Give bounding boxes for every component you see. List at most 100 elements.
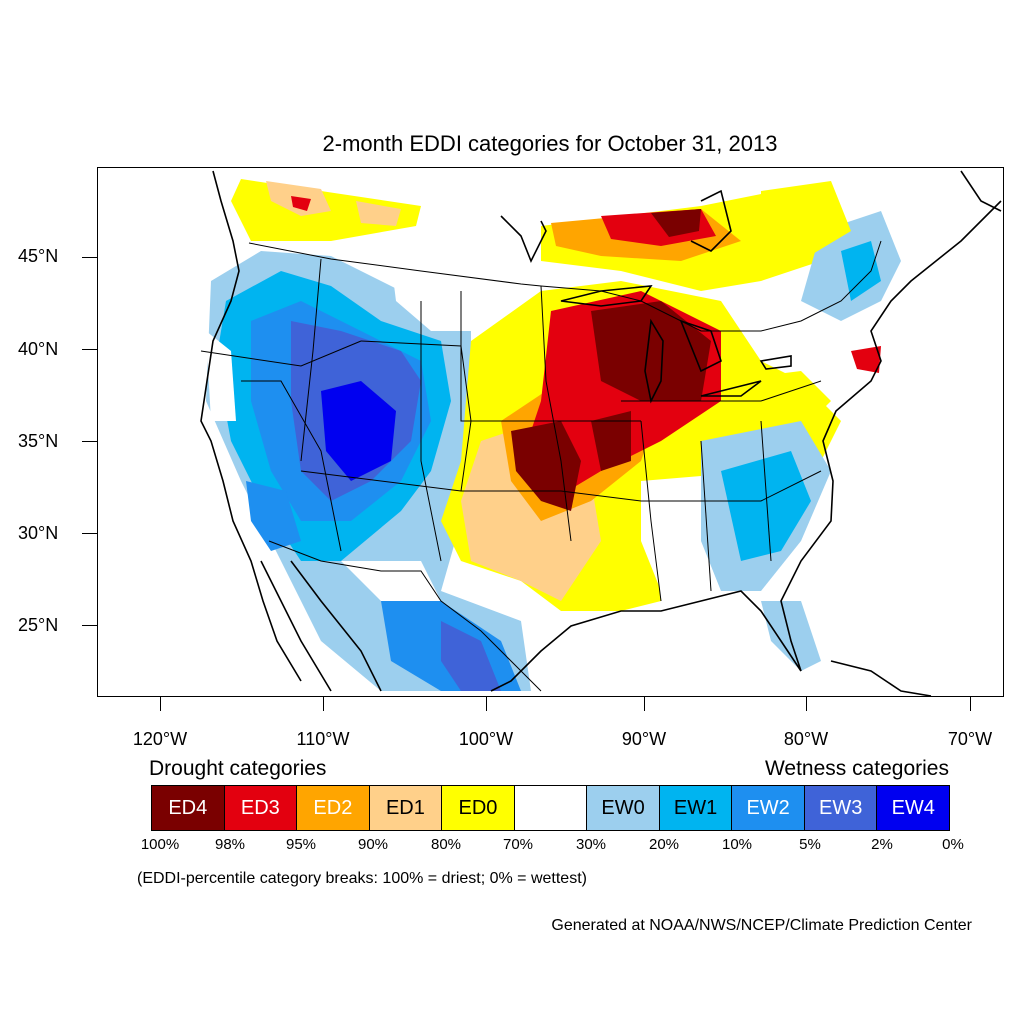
region-canada-east-ed4: [651, 209, 701, 237]
state-line-3: [460, 291, 641, 422]
percentile-label: 20%: [648, 836, 680, 853]
us-mexico-border: [268, 540, 542, 692]
us-canada-border: [248, 240, 882, 332]
region-midwest-ed4: [591, 301, 711, 401]
lat-tick: [82, 533, 97, 534]
state-line-9: [760, 420, 772, 562]
lon-tick: [970, 697, 971, 711]
region-newengland-ew1: [841, 241, 881, 301]
legend-box-ed4: ED4: [152, 786, 225, 830]
region-sw-ew2: [246, 481, 301, 551]
lat-label-40: 40°N: [18, 339, 59, 359]
lat-tick: [82, 349, 97, 350]
region-canada-west-ed1b: [356, 201, 401, 226]
lake-erie: [700, 380, 762, 397]
region-canada-west-ed3: [291, 196, 311, 211]
lon-tick: [806, 697, 807, 711]
legend-box-ed2: ED2: [297, 786, 370, 830]
percentile-label: 0%: [942, 836, 964, 853]
legend-box-ew4: EW4: [877, 786, 950, 830]
cuba: [830, 660, 932, 696]
region-northeast-ed3: [851, 346, 881, 373]
east-coast: [780, 200, 1002, 672]
footnote: (EDDI-percentile category breaks: 100% =…: [137, 870, 587, 887]
lon-label-80: 80°W: [783, 729, 829, 749]
coastlines: [200, 170, 1002, 696]
percentile-label: 80%: [430, 836, 462, 853]
gulf-of-california: [290, 560, 382, 692]
wetness-heading: Wetness categories: [764, 757, 949, 780]
region-florida-ew0: [761, 601, 821, 671]
percentile-label: 70%: [502, 836, 534, 853]
lon-label-70: 70°W: [947, 729, 993, 749]
lon-label-100: 100°W: [458, 729, 514, 749]
credit-line: Generated at NOAA/NWS/NCEP/Climate Predi…: [551, 917, 972, 934]
state-line-10: [621, 380, 822, 402]
gulf-coast: [490, 590, 802, 692]
lat-label-45: 45°N: [18, 246, 59, 266]
legend-box-ew0: EW0: [587, 786, 660, 830]
percentile-label: 90%: [357, 836, 389, 853]
legend-bar: ED4 ED3 ED2 ED1 ED0 EW0 EW1 EW2 EW3 EW4: [151, 785, 950, 831]
legend-box-neutral: [514, 786, 588, 830]
percentile-label: 5%: [799, 836, 821, 853]
lon-label-110: 110°W: [296, 729, 350, 749]
region-west-white2: [206, 331, 236, 421]
state-line-11: [420, 301, 442, 562]
baja: [260, 560, 332, 692]
region-texas-ew3: [441, 621, 501, 691]
state-line-8: [700, 440, 712, 592]
percentile-label: 2%: [871, 836, 893, 853]
region-southeast-ew1: [721, 451, 811, 561]
labrador: [960, 170, 1002, 212]
lake-michigan: [644, 318, 664, 404]
percentile-label: 95%: [285, 836, 317, 853]
region-quebec-ed0: [761, 181, 851, 261]
eddi-map: [200, 170, 1002, 696]
state-line-6: [300, 470, 822, 502]
legend-box-ed1: ED1: [369, 786, 443, 830]
state-line-2: [360, 340, 472, 492]
percentile-label: 10%: [721, 836, 753, 853]
state-line-5: [200, 340, 362, 367]
region-west-ew4: [321, 381, 396, 481]
lon-label-90: 90°W: [621, 729, 667, 749]
hudson-bay-coast: [500, 215, 547, 263]
lat-tick: [82, 257, 97, 258]
state-line-7: [640, 420, 662, 602]
lat-tick: [82, 625, 97, 626]
lat-label-30: 30°N: [18, 523, 59, 543]
west-coast: [200, 170, 302, 682]
lake-superior: [560, 285, 653, 307]
legend-box-ed0: ED0: [442, 786, 515, 830]
lat-label-35: 35°N: [18, 431, 59, 451]
map-title: 2-month EDDI categories for October 31, …: [322, 131, 778, 156]
lake-ontario: [759, 355, 792, 370]
percentile-row: 100% 98% 95% 90% 80% 70% 30% 20% 10% 5% …: [0, 836, 1024, 856]
legend-box-ew3: EW3: [804, 786, 878, 830]
james-bay: [690, 189, 732, 252]
lat-tick: [82, 441, 97, 442]
region-plains-ed4b: [591, 411, 631, 471]
drought-heading: Drought categories: [149, 757, 327, 780]
region-west-white1: [391, 261, 471, 331]
legend-box-ew2: EW2: [732, 786, 805, 830]
lon-label-120: 120°W: [132, 729, 188, 749]
lon-tick: [160, 697, 161, 711]
lon-tick: [486, 697, 487, 711]
lon-tick: [644, 697, 645, 711]
border-lines: [200, 240, 882, 692]
percentile-label: 100%: [140, 836, 180, 853]
region-plains-ed4: [511, 421, 581, 511]
state-line-4: [540, 285, 572, 542]
lat-label-25: 25°N: [18, 615, 59, 635]
percentile-label: 98%: [214, 836, 246, 853]
region-ohio-ed0: [721, 371, 831, 441]
state-line-1: [300, 258, 322, 462]
map-panel: [97, 167, 1004, 697]
state-line-12: [241, 380, 342, 552]
percentile-label: 30%: [575, 836, 607, 853]
lake-huron: [679, 319, 722, 373]
legend-box-ed3: ED3: [224, 786, 298, 830]
legend-box-ew1: EW1: [659, 786, 733, 830]
